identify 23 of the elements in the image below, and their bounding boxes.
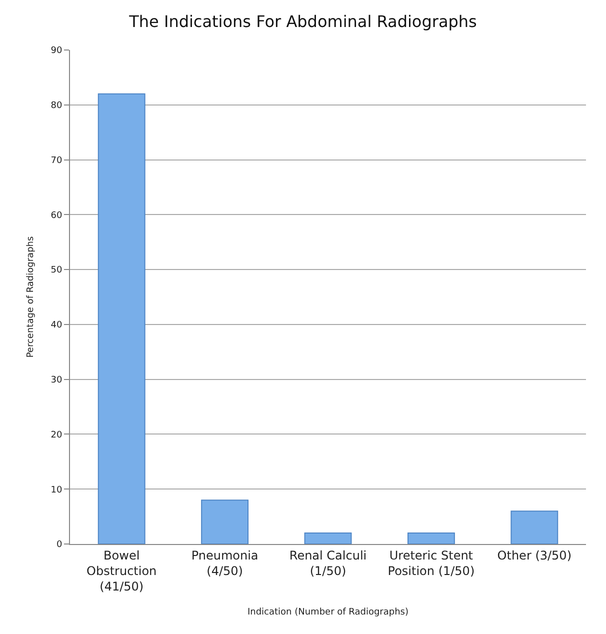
x-tick-label: Renal Calculi (1/50) [289, 548, 367, 578]
bar [201, 500, 249, 544]
bar [98, 93, 146, 544]
x-tick-label: Pneumonia (4/50) [191, 548, 258, 578]
y-tick-label: 40 [50, 320, 62, 331]
x-tick-label: Ureteric Stent Position (1/50) [388, 548, 475, 578]
y-tick-label: 20 [50, 430, 62, 440]
y-tick-label: 70 [50, 156, 62, 166]
bar [304, 532, 352, 544]
y-tick-label: 60 [50, 210, 62, 221]
x-tick-label: Bowel Obstruction (41/50) [86, 548, 157, 594]
y-tick-label: 10 [50, 485, 62, 496]
y-tick-label: 80 [50, 101, 62, 112]
y-tick-label: 0 [56, 540, 62, 550]
chart-title: The Indications For Abdominal Radiographs [128, 12, 477, 32]
y-axis-title: Percentage of Radiographs [26, 236, 36, 358]
x-axis-title: Indication (Number of Radiographs) [247, 607, 409, 618]
y-tick-label: 90 [50, 46, 62, 56]
bar [407, 532, 455, 544]
y-tick-label: 30 [50, 375, 62, 386]
y-tick-label: 50 [50, 266, 62, 276]
x-tick-label: Other (3/50) [497, 548, 572, 562]
bar [510, 510, 558, 544]
